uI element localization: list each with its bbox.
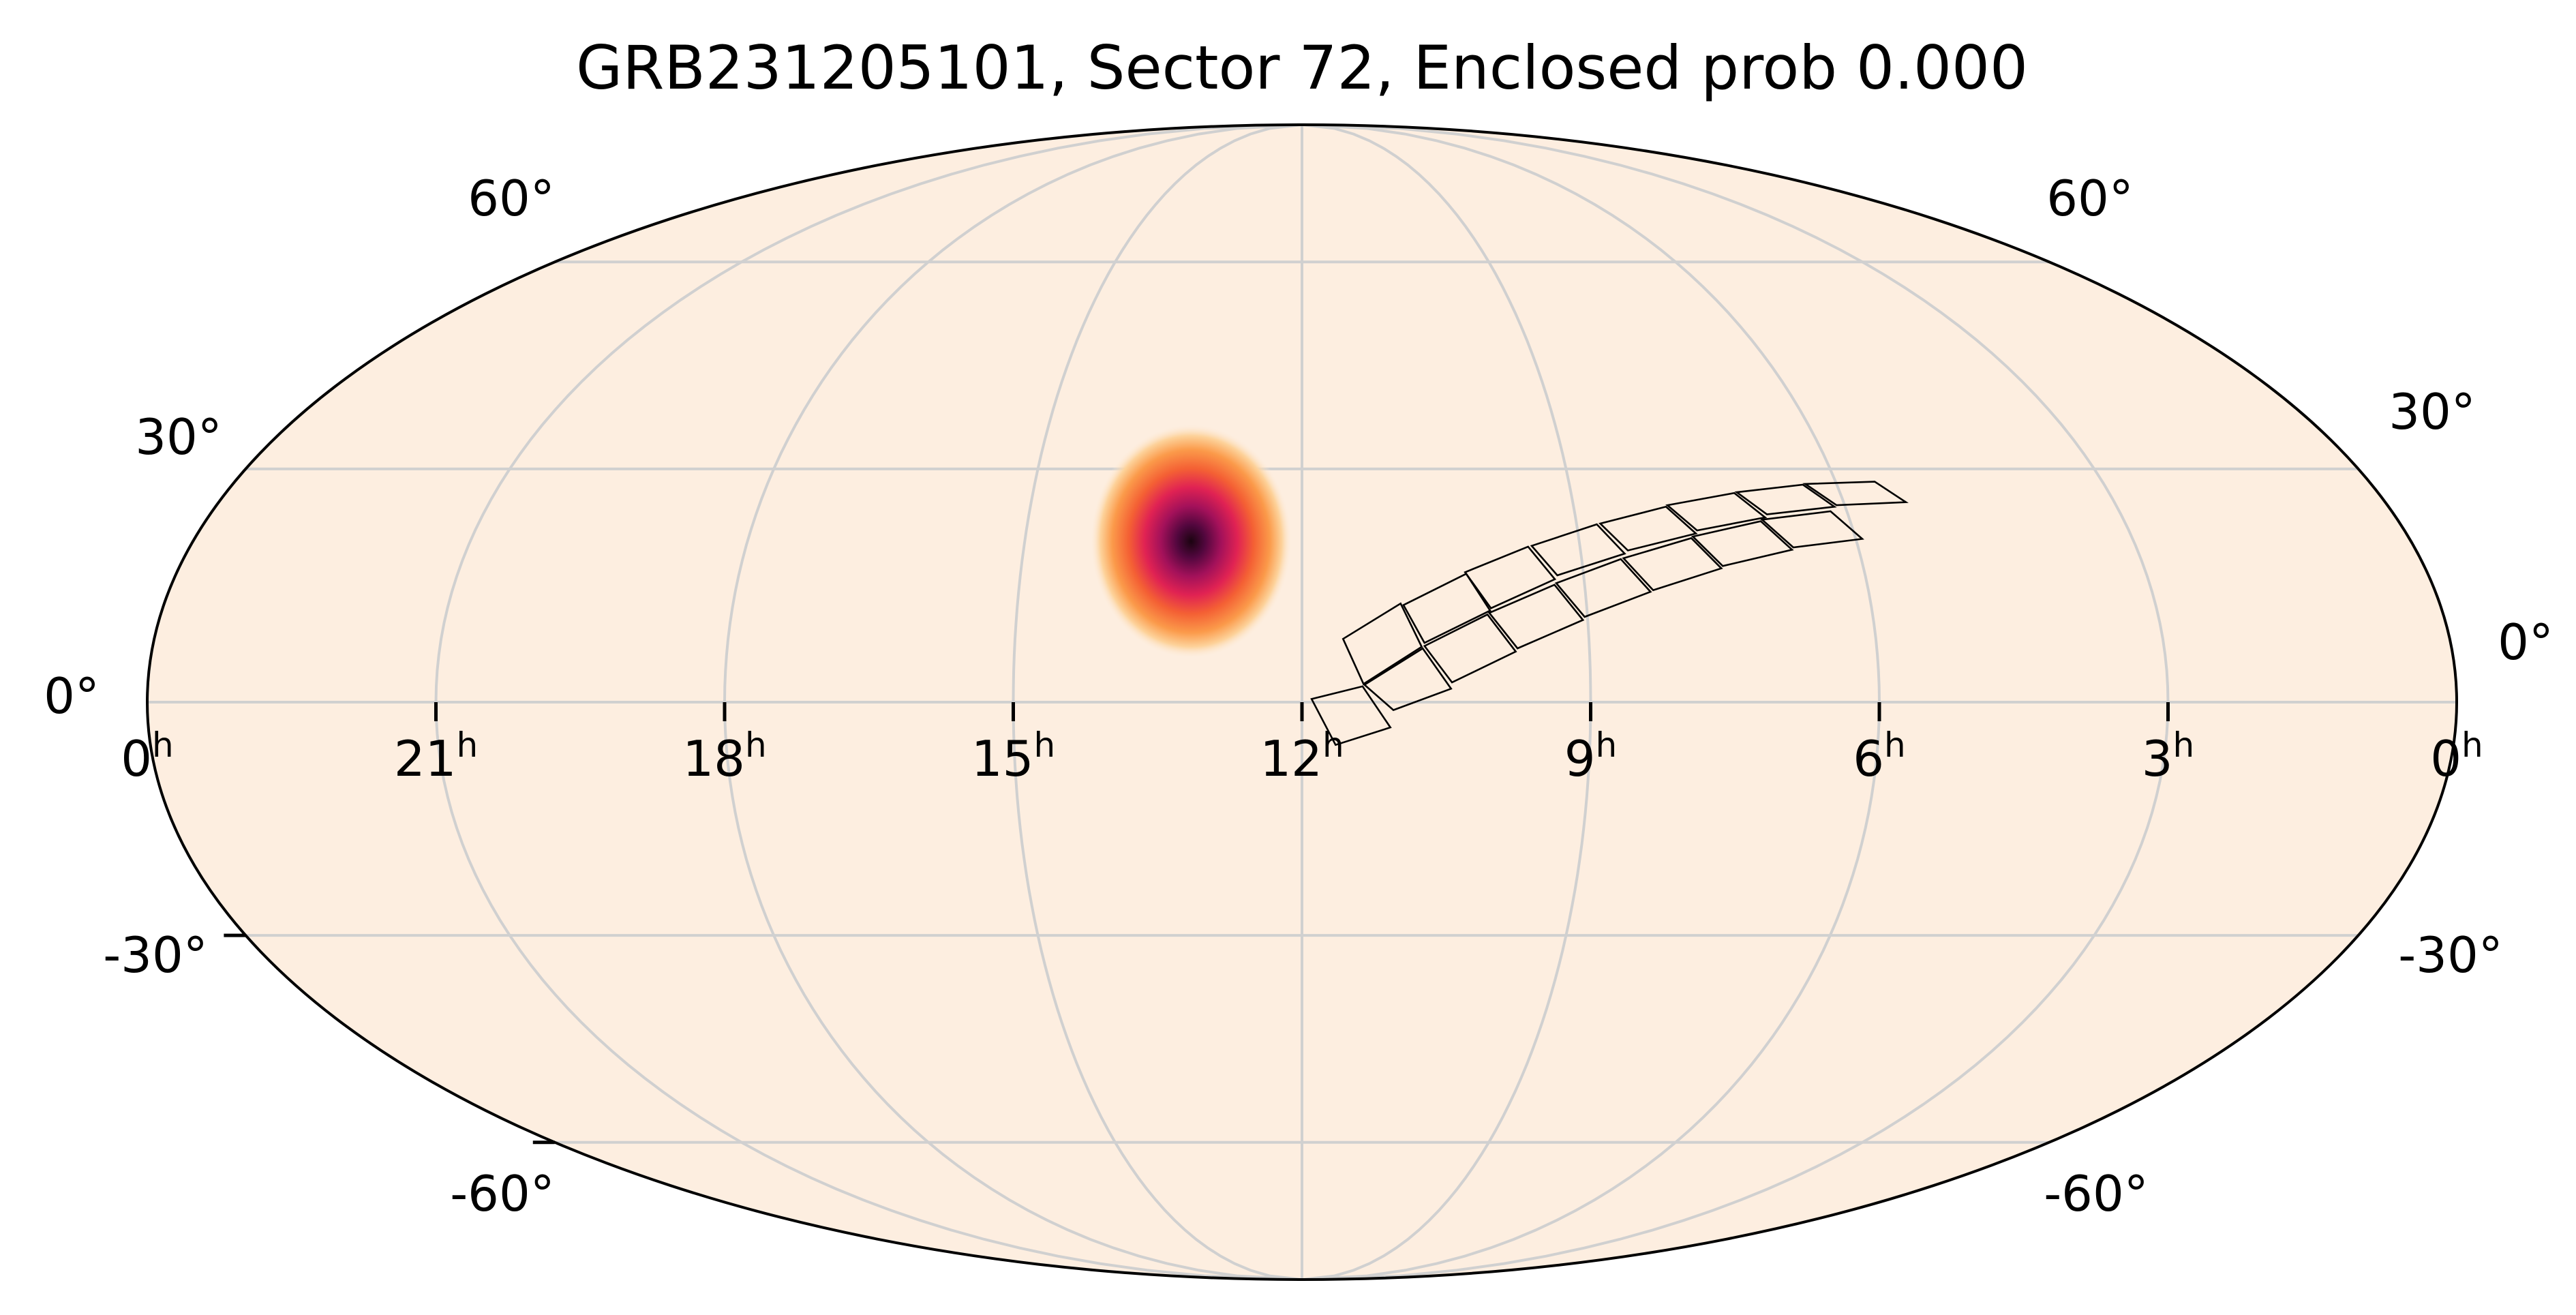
ra-tick-label: 18h [682,725,766,787]
ra-tick-label: 0h [2430,725,2483,787]
ccd-footprint [1802,481,1909,507]
ra-tick-marks [224,702,2170,1145]
ccd-footprint [1734,483,1837,515]
ccd-footprint [1759,510,1864,549]
dec-tick-label-left: 0° [44,667,100,725]
ccd-footprint [1554,558,1652,618]
sector-footprint [1310,481,1909,746]
map-title: GRB231205101, Sector 72, Enclosed prob 0… [576,33,2028,103]
dec-tick-label-right: -30° [2398,926,2503,984]
dec-tick-label-left: -60° [450,1165,555,1222]
ccd-footprint [1310,685,1392,746]
ra-tick-label: 15h [971,725,1055,787]
ccd-footprint [1598,505,1698,551]
dec-tick-label-right: 60° [2046,170,2134,227]
ccd-footprint [1402,573,1491,644]
dec-tick-label-left: 60° [468,170,555,227]
ra-tick-label: 9h [1564,725,1618,787]
ccd-footprint [1363,647,1453,712]
ra-tick-label: 3h [2142,725,2195,787]
ccd-footprint [1691,520,1794,567]
ra-tick-label: 21h [394,725,478,787]
ra-tick-label: 0h [121,725,174,787]
ra-tick-label: 12h [1260,725,1344,787]
dec-tick-label-right: 0° [2498,614,2554,671]
ccd-footprint [1530,523,1626,577]
dec-tick-label-right: -60° [2044,1165,2149,1222]
ccd-footprint [1423,613,1517,684]
ccd-footprint [1342,602,1423,686]
ccd-footprint [1487,584,1585,650]
dec-tick-labels: 60° 30° 0° -30° -60° 60° 30° 0° -30° -60° [44,170,2554,1222]
dec-tick-label-left: 30° [135,408,222,466]
sky-border [146,123,2458,1281]
ccd-footprint [1665,492,1768,532]
probability-region [1090,423,1292,659]
ccd-footprint [1622,536,1723,592]
dec-tick-label-left: -30° [103,926,208,984]
ra-tick-labels: 0h 21h 18h 15h 12h 9h 6h 3h 0h [121,725,2483,787]
ra-tick-label: 6h [1853,725,1906,787]
dec-tick-label-right: 30° [2389,383,2476,440]
ccd-footprint [1464,545,1557,609]
